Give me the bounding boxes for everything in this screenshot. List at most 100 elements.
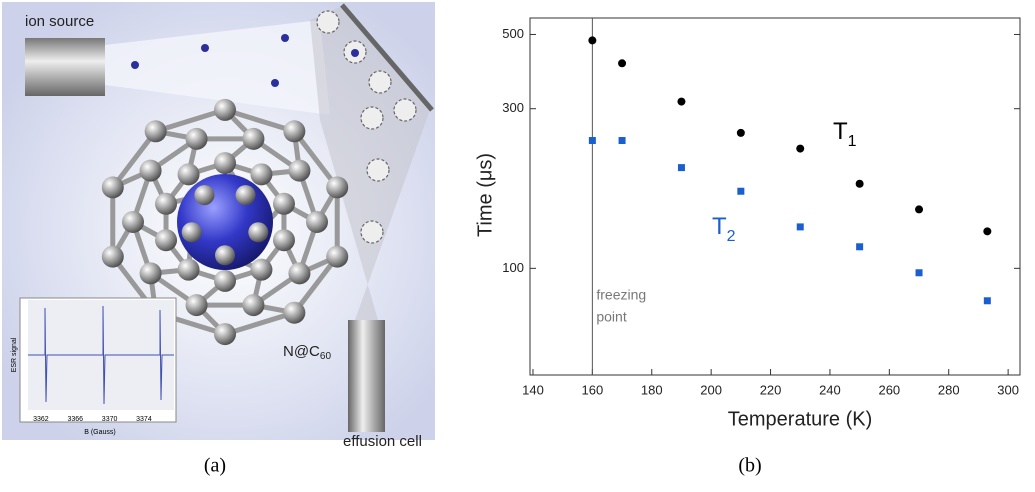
- point: [677, 164, 685, 172]
- atom: [194, 185, 215, 206]
- y-tick-label: 100: [502, 260, 524, 275]
- inset-tick-label: 3366: [67, 416, 83, 423]
- atom: [242, 294, 265, 317]
- inset-ylabel: ESR signal: [11, 337, 18, 372]
- x-tick-label: 260: [878, 382, 900, 397]
- atom: [185, 127, 208, 150]
- atom: [235, 185, 256, 206]
- atom: [288, 159, 311, 182]
- caption: (b): [738, 455, 761, 477]
- inset-ticks: 3362 3366 3370 3374: [33, 416, 152, 423]
- small-buckyball: [393, 98, 417, 122]
- caption: (a): [204, 455, 226, 477]
- atom: [306, 211, 328, 233]
- label: ion source: [25, 13, 94, 30]
- atom: [139, 262, 162, 285]
- atom: [215, 245, 235, 266]
- ion-source: [25, 38, 105, 96]
- point: [983, 297, 991, 305]
- series-name-sub: 1: [848, 133, 857, 150]
- chart: (b) Temperature (K) Time (μs) 140 160 180 2…: [474, 17, 1021, 477]
- x-tick-label: 240: [819, 382, 841, 397]
- small-buckyball: [360, 106, 384, 130]
- x-tick-label: 300: [997, 382, 1019, 397]
- atom: [214, 152, 236, 175]
- buckyballs: [131, 10, 417, 244]
- series-label: T2: [712, 213, 736, 245]
- point: [588, 137, 596, 145]
- inset-tick-label: 3370: [102, 416, 118, 423]
- x-axis-label: Temperature (K): [728, 408, 873, 430]
- atom: [283, 120, 306, 143]
- atom: [181, 222, 202, 243]
- atom: [242, 127, 265, 150]
- atom: [272, 192, 295, 215]
- label: N@C60: [283, 343, 331, 362]
- atom: [214, 98, 236, 121]
- bond: [224, 107, 296, 134]
- point: [855, 179, 864, 188]
- small-buckyball: [366, 158, 390, 182]
- atom: [214, 323, 236, 346]
- illustration: ion source effusion cell N@C60 ESR signa…: [2, 2, 435, 477]
- plot-frame: [529, 17, 1021, 376]
- atom: [101, 245, 124, 268]
- point: [915, 269, 923, 277]
- small-buckyball: [316, 10, 340, 34]
- atom: [101, 176, 124, 199]
- point: [736, 128, 745, 137]
- label: effusion cell: [343, 433, 422, 450]
- point: [796, 144, 805, 153]
- series-name: T: [712, 213, 727, 240]
- effusion-cell: [348, 320, 385, 432]
- inset-tick-label: 3362: [33, 416, 49, 423]
- x-tick-label: 200: [700, 382, 722, 397]
- point: [915, 205, 924, 214]
- bond: [110, 129, 158, 189]
- series-label: T1: [833, 118, 857, 150]
- point: [796, 223, 804, 231]
- point: [856, 243, 864, 251]
- atom: [272, 229, 295, 252]
- bond: [292, 129, 340, 189]
- ion: [281, 34, 289, 42]
- x-tick-label: 180: [641, 382, 663, 397]
- atom: [250, 163, 273, 186]
- ion: [201, 44, 209, 52]
- ion-beam: [105, 20, 330, 115]
- atom: [326, 176, 349, 199]
- atom: [214, 269, 236, 292]
- x-tick-label: 220: [760, 382, 782, 397]
- small-buckyball: [368, 70, 392, 94]
- atom: [326, 245, 349, 268]
- atom: [250, 258, 273, 281]
- target-plate: [340, 3, 434, 112]
- x-tick-label: 280: [938, 382, 960, 397]
- point: [737, 187, 745, 195]
- x-tick-label: 160: [582, 382, 604, 397]
- atom: [185, 294, 208, 317]
- bond: [224, 310, 296, 337]
- atom: [139, 159, 162, 182]
- series-name-sub: 2: [727, 228, 736, 245]
- y-tick-label: 500: [502, 26, 524, 41]
- atom: [144, 120, 167, 143]
- bond: [154, 107, 226, 134]
- atom: [288, 262, 311, 285]
- point: [677, 97, 686, 106]
- point: [588, 36, 597, 45]
- annotation: freezing: [596, 287, 646, 303]
- annotation: point: [596, 309, 626, 325]
- small-buckyball: [360, 220, 384, 244]
- ion: [131, 61, 139, 69]
- atom: [177, 163, 200, 186]
- point: [618, 137, 626, 145]
- atom: [248, 222, 269, 243]
- ion: [351, 49, 359, 57]
- point: [618, 59, 627, 68]
- atom: [283, 301, 306, 324]
- y-tick-label: 300: [502, 100, 524, 115]
- y-axis-label: Time (μs): [474, 153, 496, 237]
- inset-xlabel: B (Gauss): [84, 429, 116, 436]
